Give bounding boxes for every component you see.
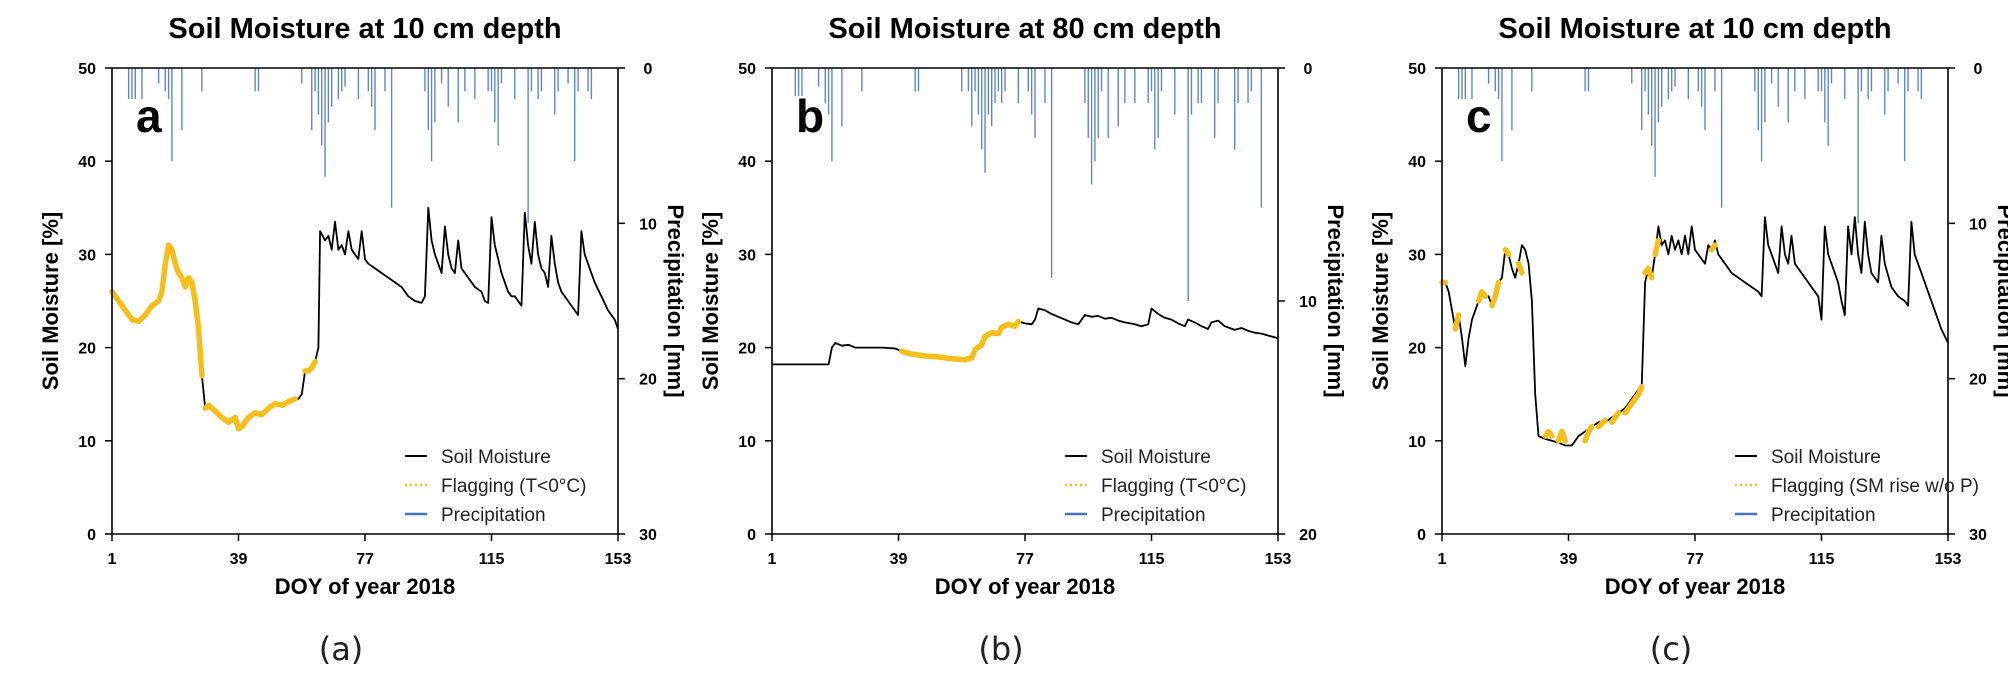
legend-label: Flagging (T<0°C) [441,476,586,497]
y-tick-label: 30 [1408,247,1426,264]
x-tick-label: 1 [108,551,117,568]
flagging-segment [1555,428,1568,444]
flagging-segment [109,242,205,379]
y2-tick-label: 30 [639,527,657,544]
chart-panel-c: Soil Moisture at 10 cm depth 1 39 77 115 153 0… [1330,0,2008,681]
figure-caption: (b) [978,630,1023,668]
flagging-segment [202,396,298,432]
y2-axis-label: Precipitation [mm] [1323,204,1348,397]
y-tick-label: 20 [78,341,96,358]
x-axis-label: DOY of year 2018 [935,574,1116,599]
x-axis-label: DOY of year 2018 [1605,574,1786,599]
y2-axis-label: Precipitation [mm] [663,204,688,397]
chart-title: Soil Moisture at 10 cm depth [1498,13,1891,45]
y-tick-label: 0 [1417,527,1426,544]
y-tick-label: 50 [738,61,756,78]
y-tick-label: 20 [738,341,756,358]
chart-b-svg: Soil Moisture at 80 cm depth 1 39 77 115 153 0… [698,13,1348,668]
y2-tick-label: 10 [639,216,657,233]
soil-moisture-line [111,206,619,430]
y-tick-label: 30 [78,247,96,264]
y-axis-label: Soil Moisture [%] [1368,212,1393,390]
x-tick-label: 39 [1560,551,1578,568]
x-axis-label: DOY of year 2018 [275,574,456,599]
panel-letter: b [796,90,824,142]
chart-title: Soil Moisture at 10 cm depth [168,13,561,45]
chart-panel-a: Soil Moisture at 10 cm depth 1 39 77 115 153 0… [0,0,688,681]
y-tick-label: 0 [87,527,96,544]
legend-label: Flagging (T<0°C) [1101,476,1246,497]
figure-caption: (c) [1650,630,1693,668]
y2-tick-label: 0 [1974,61,1983,78]
y-tick-label: 50 [78,61,96,78]
y2-tick-label: 0 [644,61,653,78]
flagging-segment [1542,428,1555,439]
y-tick-label: 20 [1408,341,1426,358]
y-tick-label: 10 [1408,434,1426,451]
y2-tick-label: 20 [1299,527,1317,544]
x-tick-label: 115 [1139,551,1165,568]
legend-label: Soil Moisture [1101,447,1211,468]
x-tick-label: 153 [1265,551,1292,568]
flagging-segment [1452,312,1462,332]
flagging-segment [1475,288,1489,304]
chart-title: Soil Moisture at 80 cm depth [828,13,1221,45]
legend-label: Precipitation [1101,505,1206,526]
legend-label: Soil Moisture [441,447,551,468]
legend-label: Soil Moisture [1771,447,1881,468]
flagging-segment [1652,237,1662,258]
x-tick-label: 39 [230,551,248,568]
y2-tick-label: 10 [1299,294,1317,311]
flagging-segment [1609,410,1622,425]
flagging-segment [1708,242,1718,253]
chart-c-svg: Soil Moisture at 10 cm depth 1 39 77 115 153 0… [1368,13,2008,668]
y2-tick-label: 20 [1969,372,1987,389]
y2-tick-label: 10 [1969,216,1987,233]
y-axis-label: Soil Moisture [%] [38,212,63,390]
x-tick-label: 153 [605,551,632,568]
y-axis-label: Soil Moisture [%] [698,212,723,390]
y-tick-label: 0 [747,527,756,544]
flagging-segment [899,318,1022,363]
flagging-segment [1622,383,1645,416]
panel-letter: c [1466,90,1492,142]
x-tick-label: 77 [356,551,374,568]
legend-label: Precipitation [441,505,546,526]
legend-label: Precipitation [1771,505,1876,526]
y2-tick-label: 20 [639,372,657,389]
y2-tick-label: 30 [1969,527,1987,544]
y-tick-label: 10 [738,434,756,451]
panel-letter: a [136,90,162,142]
chart-panel-b: Soil Moisture at 80 cm depth 1 39 77 115 153 0… [660,0,1348,681]
x-tick-label: 1 [768,551,777,568]
flagging-segment [302,358,318,374]
legend-label: Flagging (SM rise w/o P) [1771,476,1979,497]
flagging-segment [1595,417,1608,430]
y-tick-label: 10 [78,434,96,451]
x-tick-label: 115 [1809,551,1835,568]
x-tick-label: 39 [890,551,908,568]
y2-axis-label: Precipitation [mm] [1993,204,2008,397]
y-tick-label: 40 [738,154,756,171]
x-tick-label: 77 [1686,551,1704,568]
flagging-segment [1489,279,1502,309]
soil-moisture-line [772,307,1279,366]
x-tick-label: 77 [1016,551,1034,568]
figure-caption: (a) [319,630,364,668]
y-tick-label: 50 [1408,61,1426,78]
y-tick-label: 40 [78,154,96,171]
soil-moisture-line [1442,216,1949,447]
flagging-segment [1642,265,1655,281]
x-tick-label: 1 [1438,551,1447,568]
y-tick-label: 40 [1408,154,1426,171]
flagging-segment [1502,246,1512,258]
flagging-segment [1515,260,1525,276]
chart-a-svg: Soil Moisture at 10 cm depth 1 39 77 115 153 0… [38,13,688,668]
flagging-segment [1582,424,1595,444]
x-tick-label: 153 [1935,551,1962,568]
y-tick-label: 30 [738,247,756,264]
y2-tick-label: 0 [1304,61,1313,78]
x-tick-label: 115 [479,551,505,568]
